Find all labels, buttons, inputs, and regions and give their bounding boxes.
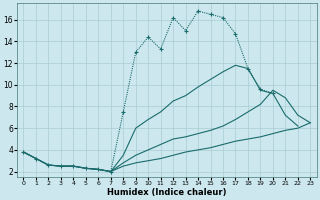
X-axis label: Humidex (Indice chaleur): Humidex (Indice chaleur) xyxy=(107,188,227,197)
